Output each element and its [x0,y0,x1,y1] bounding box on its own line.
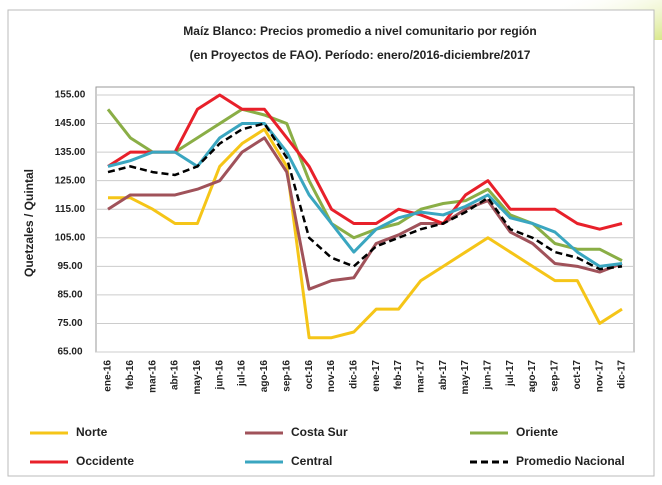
x-tick-label: jul-16 [237,360,248,388]
series-line [107,122,623,271]
legend-label: Oriente [516,425,558,439]
legend-label: Promedio Nacional [516,454,625,468]
series-line [107,136,623,291]
x-tick-label: abr-16 [170,360,181,390]
chart-title: (en Proyectos de FAO). Período: enero/20… [190,48,531,62]
x-tick-label: sep-16 [281,360,292,392]
legend-label: Costa Sur [291,425,348,439]
x-tick-label: jul-17 [505,360,516,388]
x-tick-label: oct-17 [572,360,583,390]
x-tick-label: oct-16 [304,360,315,390]
x-tick-label: feb-17 [393,360,404,390]
x-tick-label: mar-17 [416,360,427,393]
x-tick-label: ene-17 [371,360,382,392]
x-tick-label: mar-16 [147,360,158,393]
y-axis-label: Quetzales / Quintal [22,169,36,277]
chart-frame [7,9,655,477]
y-tick-label: 135.00 [55,147,86,158]
x-tick-label: dic-16 [348,360,359,389]
x-tick-label: dic-17 [617,360,628,389]
y-tick-label: 95.00 [57,261,82,272]
y-tick-label: 155.00 [55,90,86,101]
x-tick-label: may-16 [192,360,203,395]
y-tick-label: 105.00 [55,232,86,243]
x-tick-label: sep-17 [550,360,561,392]
legend-label: Central [291,454,332,468]
y-tick-label: 65.00 [57,347,82,358]
series-line [106,107,623,262]
x-tick-label: feb-16 [125,360,136,390]
legend-label: Norte [76,425,108,439]
x-tick-label: ago-16 [259,360,270,393]
legend-label: Occidente [76,454,134,468]
y-tick-label: 125.00 [55,175,86,186]
x-tick-label: may-17 [460,360,471,395]
x-tick-label: nov-16 [326,360,337,393]
y-tick-label: 85.00 [57,290,82,301]
chart-title: Maíz Blanco: Precios promedio a nivel co… [183,24,536,38]
x-tick-label: ene-16 [103,360,114,392]
series-line [107,122,623,268]
y-tick-label: 145.00 [55,118,86,129]
x-tick-label: jun-16 [214,360,225,391]
x-tick-label: nov-17 [594,360,605,393]
x-tick-label: ago-17 [527,360,538,393]
x-tick-label: abr-17 [438,360,449,390]
y-tick-label: 115.00 [55,204,85,215]
series-line [107,93,623,231]
y-tick-label: 75.00 [57,318,82,329]
x-tick-label: jun-17 [483,360,494,391]
series-line [108,127,623,340]
